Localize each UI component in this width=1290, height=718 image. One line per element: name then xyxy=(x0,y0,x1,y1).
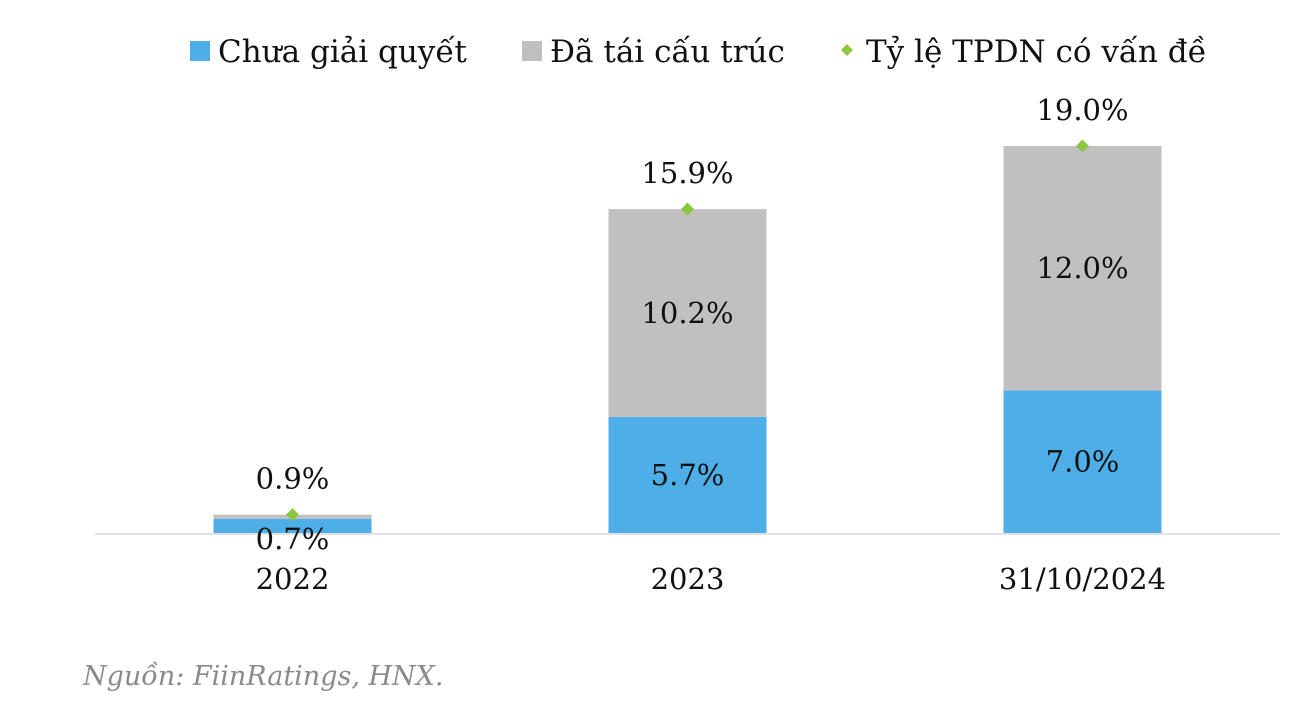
legend-label: Đã tái cấu trúc xyxy=(550,34,785,70)
chart-legend: Chưa giải quyết Đã tái cấu trúc Tỷ lệ TPDN… xyxy=(190,34,1207,70)
legend-label: Chưa giải quyết xyxy=(218,34,467,70)
ratio-marker xyxy=(1076,139,1089,153)
bar-segment-unresolved xyxy=(1003,390,1162,533)
data-label: 5.7% xyxy=(651,458,725,492)
legend-swatch xyxy=(190,41,210,61)
bar-group xyxy=(213,145,1162,533)
marker-label: 19.0% xyxy=(1036,93,1128,127)
category-label: 31/10/2024 xyxy=(999,562,1166,596)
bar-segment-restructured xyxy=(608,209,767,417)
data-label: 7.0% xyxy=(1046,445,1120,479)
ratio-marker xyxy=(681,202,694,216)
marker-label: 15.9% xyxy=(641,156,733,190)
bar-segment-restructured xyxy=(1003,145,1162,391)
bar-segment-unresolved xyxy=(213,518,372,533)
legend-label: Tỷ lệ TPDN có vấn đề xyxy=(866,34,1207,70)
data-label: 12.0% xyxy=(1036,251,1128,285)
legend-swatch xyxy=(522,41,542,61)
data-label: 10.2% xyxy=(641,296,733,330)
data-label: 0.7% xyxy=(256,522,330,556)
marker-group xyxy=(286,139,1089,522)
category-label: 2022 xyxy=(256,562,330,596)
bar-segment-unresolved xyxy=(608,416,767,533)
category-label: 2023 xyxy=(651,562,725,596)
ratio-marker xyxy=(286,508,299,522)
source-note: Nguồn: FiinRatings, HNX. xyxy=(83,661,444,692)
label-group: 0.7% 0.9% 5.7% 10.2% 15.9% 7.0% 12.0% 19.0% xyxy=(256,93,1129,556)
marker-label: 0.9% xyxy=(256,462,330,496)
legend-marker-icon xyxy=(841,44,853,56)
category-axis: 2022 2023 31/10/2024 xyxy=(256,562,1166,596)
